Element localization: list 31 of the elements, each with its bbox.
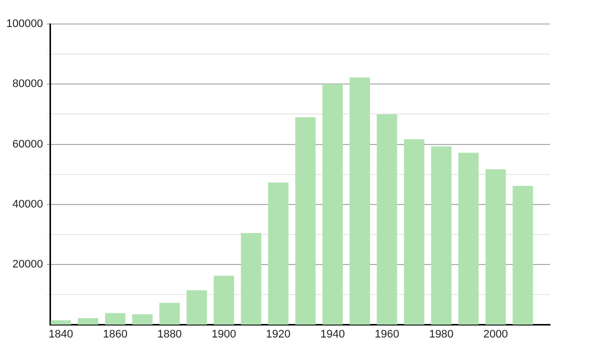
x-tick-label: 1920: [266, 328, 291, 340]
x-tick-label: 1980: [429, 328, 454, 340]
bar: [240, 233, 262, 325]
y-tick-label: 40000: [12, 198, 43, 211]
bar: [512, 186, 534, 325]
bar: [214, 276, 234, 325]
bar: [268, 182, 288, 325]
x-tick-label: 1900: [212, 328, 236, 340]
bar: [404, 139, 424, 325]
x-tick-label: 1880: [157, 328, 182, 340]
bar: [322, 84, 343, 325]
bar: [350, 78, 370, 325]
bar: [485, 169, 506, 325]
bar: [376, 114, 398, 325]
x-tick-label: 1940: [320, 328, 345, 340]
bar: [295, 117, 316, 325]
x-tick-label: 1960: [374, 328, 400, 340]
y-tick-label: 80000: [12, 78, 43, 90]
x-tick-label: 1840: [48, 328, 74, 340]
y-tick-label: 100000: [6, 18, 43, 30]
x-tick-label: 1860: [102, 328, 128, 340]
bar: [458, 152, 479, 325]
y-tick-label: 20000: [12, 258, 43, 271]
bar: [431, 146, 452, 325]
bar: [132, 314, 153, 325]
x-tick-label: 2000: [483, 328, 508, 340]
bar: [159, 302, 180, 325]
bar: [78, 318, 98, 325]
y-tick-label: 60000: [12, 138, 43, 150]
bar: [186, 290, 207, 325]
bar: [105, 313, 126, 325]
